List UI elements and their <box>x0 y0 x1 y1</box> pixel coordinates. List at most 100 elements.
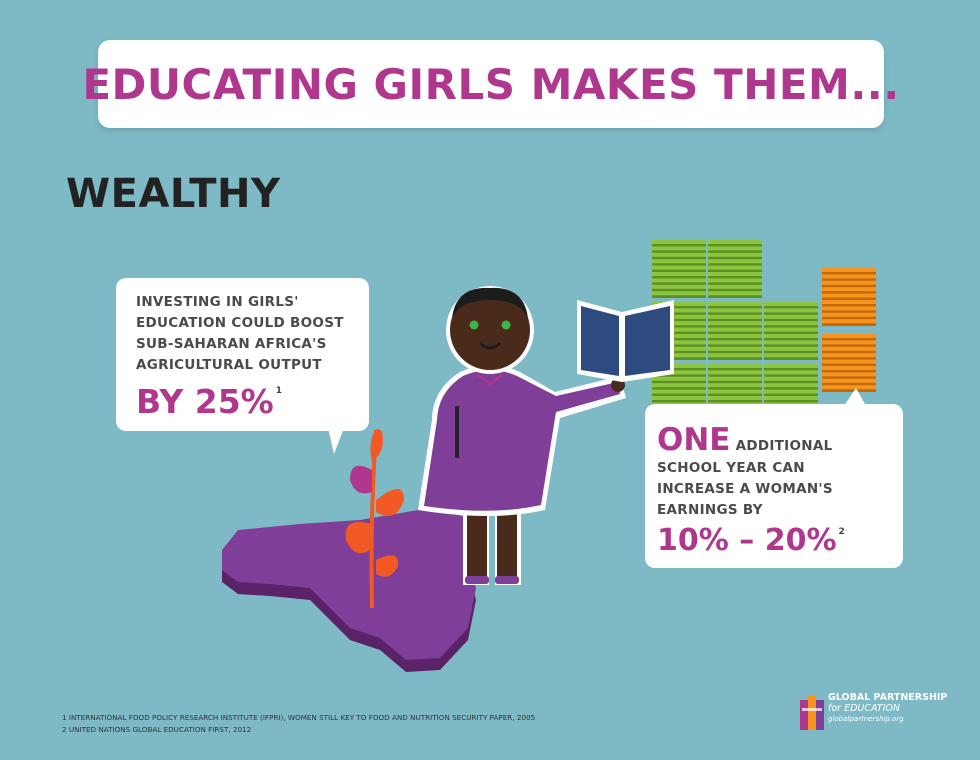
bill-layer <box>764 302 818 306</box>
bill-layer <box>652 252 706 257</box>
section-title: WEALTHY <box>66 171 281 217</box>
bill-layer <box>652 246 706 251</box>
bill-layer <box>822 340 876 345</box>
bill-layer <box>652 364 706 368</box>
left-callout-text: INVESTING IN GIRLS' EDUCATION COULD BOOS… <box>136 292 351 376</box>
bill-layer <box>652 314 706 319</box>
bill-layer <box>822 300 876 304</box>
bill-layer <box>708 302 762 306</box>
bill-layer <box>708 396 762 400</box>
bill-layer <box>822 346 876 351</box>
bill-layer <box>822 378 876 383</box>
bill-layer <box>822 385 876 390</box>
right-callout-tail <box>844 388 866 406</box>
right-callout-value-row: 10% – 20% 2 <box>657 523 889 558</box>
bill-layer <box>708 272 762 276</box>
bill-layer <box>708 334 762 338</box>
bill-layer <box>822 372 876 377</box>
bill-layer <box>822 287 876 292</box>
bill-layer <box>708 314 762 319</box>
bill-layer <box>764 376 818 381</box>
gpe-logo[interactable]: GLOBAL PARTNERSHIP for EDUCATION globalp… <box>796 690 966 738</box>
bill-layer <box>822 293 876 298</box>
bill-layer <box>652 346 706 351</box>
bill-layer <box>652 291 706 296</box>
bill-layer <box>652 334 706 338</box>
bill-layer <box>708 265 762 270</box>
bill-layer <box>708 376 762 381</box>
logo-line-1: GLOBAL PARTNERSHIP <box>828 692 948 703</box>
bill-layer <box>822 274 876 279</box>
footnote-ref-1: 1 <box>275 386 282 396</box>
bill-layer <box>652 284 706 289</box>
bill-layer <box>708 246 762 251</box>
left-line-1: INVESTING IN GIRLS' <box>136 294 299 310</box>
bill-layer <box>652 327 706 332</box>
right-callout: ONE ADDITIONAL SCHOOL YEAR CAN INCREASE … <box>645 404 903 568</box>
bill-layer <box>708 291 762 296</box>
logo-line-3: globalpartnership.org <box>828 715 904 723</box>
bill-layer <box>708 340 762 345</box>
bill-layer <box>652 370 706 375</box>
right-line-3: EARNINGS BY <box>657 502 763 518</box>
bill-layer <box>708 308 762 313</box>
right-first-line: ONE ADDITIONAL <box>657 422 889 458</box>
bill-layer <box>764 370 818 375</box>
footnote-2: 2 UNITED NATIONS GLOBAL EDUCATION FIRST,… <box>62 725 252 734</box>
right-callout-text: SCHOOL YEAR CAN INCREASE A WOMAN'S EARNI… <box>657 458 889 521</box>
girl-illustration <box>418 286 626 585</box>
bill-layer <box>764 334 818 338</box>
bill-layer <box>708 389 762 394</box>
left-callout: INVESTING IN GIRLS' EDUCATION COULD BOOS… <box>116 278 369 431</box>
bill-layer <box>708 346 762 351</box>
bill-layer <box>652 383 706 388</box>
book-icon <box>577 300 674 382</box>
left-callout-value: BY 25% <box>136 382 274 421</box>
bill-layer <box>652 389 706 394</box>
bill-layer <box>652 302 706 306</box>
gpe-logo-icon <box>800 696 824 730</box>
bill-layer <box>652 376 706 381</box>
bill-layer <box>764 383 818 388</box>
left-line-2: EDUCATION COULD BOOST <box>136 315 344 331</box>
headline: EDUCATING GIRLS MAKES THEM... <box>82 59 900 109</box>
bill-layer <box>764 321 818 326</box>
bill-layer <box>822 353 876 358</box>
bill-layer <box>652 265 706 270</box>
right-first-line-rest: ADDITIONAL <box>735 438 833 454</box>
bill-layer <box>764 389 818 394</box>
bill-layer <box>708 383 762 388</box>
bill-layer <box>764 327 818 332</box>
bill-layer <box>652 321 706 326</box>
bill-layer <box>764 346 818 351</box>
bill-layer <box>764 396 818 400</box>
bill-layer <box>708 327 762 332</box>
bill-layer <box>708 364 762 368</box>
money-stacks-icon <box>652 240 876 422</box>
bill-layer <box>652 308 706 313</box>
bill-layer <box>822 268 876 272</box>
bill-layer <box>822 334 876 338</box>
bill-layer <box>652 272 706 276</box>
bill-layer <box>708 278 762 283</box>
right-line-2: INCREASE A WOMAN'S <box>657 481 833 497</box>
footnotes: 1 INTERNATIONAL FOOD POLICY RESEARCH INS… <box>62 712 535 736</box>
bill-layer <box>822 319 876 324</box>
bill-layer <box>652 340 706 345</box>
footnote-ref-2: 2 <box>838 527 845 537</box>
bill-layer <box>652 396 706 400</box>
bill-layer <box>708 284 762 289</box>
headline-box: EDUCATING GIRLS MAKES THEM... <box>82 40 899 128</box>
bill-layer <box>652 353 706 358</box>
bill-layer <box>822 366 876 370</box>
bill-layer <box>708 370 762 375</box>
bill-layer <box>764 308 818 313</box>
left-callout-value-row: BY 25% 1 <box>136 382 351 421</box>
bill-layer <box>708 321 762 326</box>
footnote-1: 1 INTERNATIONAL FOOD POLICY RESEARCH INS… <box>62 713 536 722</box>
bill-layer <box>652 259 706 264</box>
plant-sprout-icon <box>345 429 404 609</box>
africa-map-icon <box>222 508 476 672</box>
bill-layer <box>822 359 876 364</box>
